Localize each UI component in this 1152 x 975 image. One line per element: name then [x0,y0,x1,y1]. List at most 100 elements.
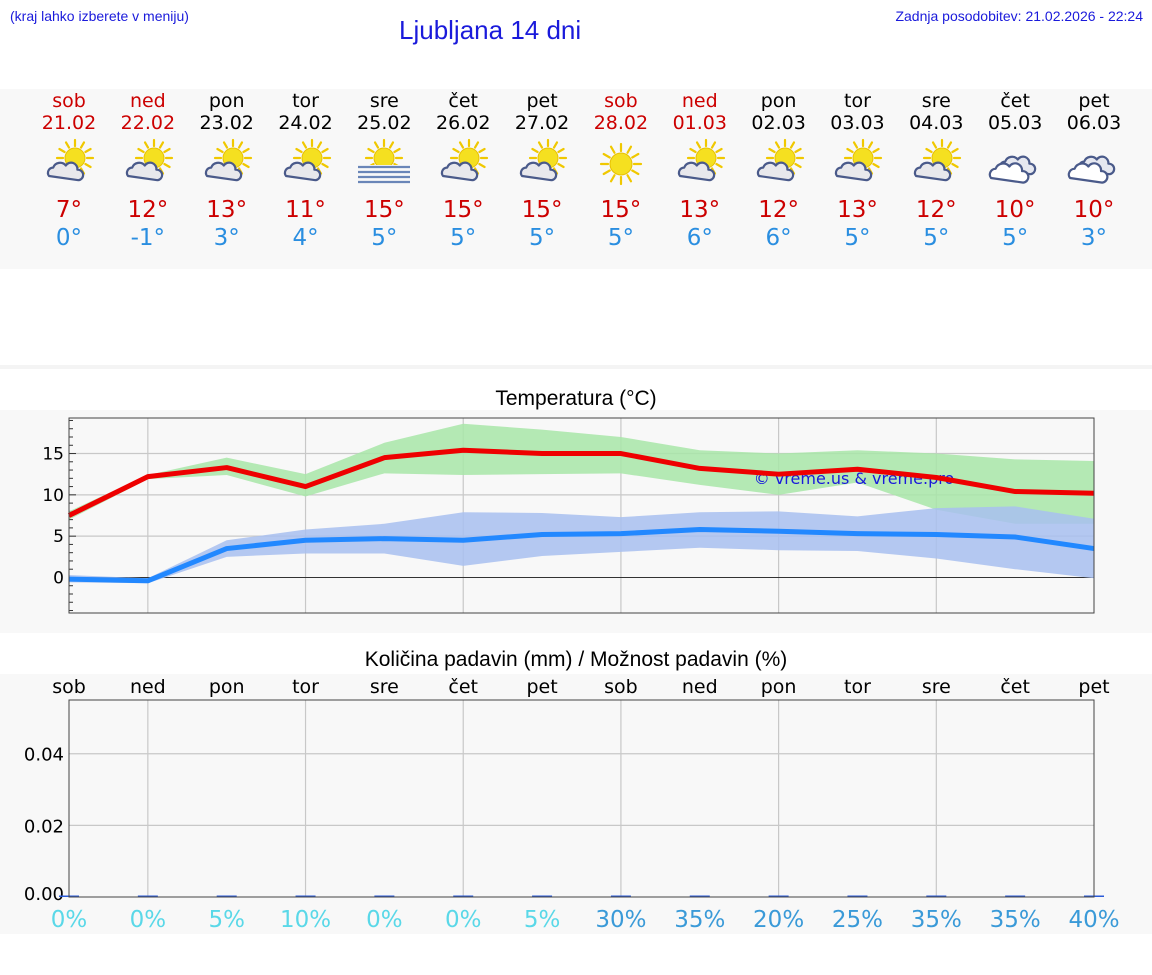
sun-icon [599,142,643,186]
min-temperature: 4° [292,225,319,251]
day-date: 22.02 [120,112,176,134]
min-temperature: 5° [450,225,477,251]
sun-cloud-icon [835,138,883,182]
day-name: sre [921,90,951,112]
day-date: 06.03 [1066,112,1122,134]
x-category-label: sob [604,676,638,698]
x-category-label: sob [52,676,86,698]
weather-icon [29,134,109,194]
plot-frame [68,417,1095,614]
min-temperature: 5° [607,225,634,251]
precip-probability: 35% [990,907,1041,933]
day-column: sob 28.02 15° 5° [581,89,661,252]
day-column: pet 27.02 15° 5° [502,89,582,252]
max-temperature: 12° [758,197,799,223]
max-temperature: 10° [994,197,1036,223]
precip-probability: 10% [280,907,331,933]
precip-bar [137,895,158,897]
precip-bar [216,895,237,897]
temperature-chart-title: Temperatura (°C) [495,387,657,410]
x-category-label: pon [761,676,797,698]
min-temperature: 5° [923,225,950,251]
min-temperature: 3° [1080,225,1108,251]
precip-bar [295,895,316,897]
weather-icon [739,134,819,194]
weather-icon [266,134,346,194]
divider [0,365,1152,369]
x-category-label: ned [682,676,718,698]
x-category-label: pon [209,676,245,698]
y-tick-label: 0 [53,568,64,588]
day-column: sre 25.02 15° 5° [344,89,424,252]
plot-area [69,700,1094,897]
last-updated-label: Zadnja posodobitev: [895,8,1022,24]
precip-probability: 40% [1068,907,1119,933]
day-name: ned [681,90,718,112]
sun-cloud-icon [441,138,489,182]
min-temp-range-band [69,506,1094,584]
last-updated-value: 21.02.2026 - 22:24 [1025,8,1143,24]
x-category-label: sre [370,676,399,698]
sun-cloud-icon [204,138,252,182]
min-temperature: 3° [213,225,240,251]
x-category-label: sre [922,676,951,698]
day-name: tor [844,90,871,112]
precip-bar [610,895,631,897]
precip-probability: 0% [51,907,88,933]
precip-bar [532,895,553,897]
sun-cloud-icon [677,138,725,182]
day-name: sob [604,90,638,112]
day-date: 25.02 [357,112,412,134]
weather-icon [1054,134,1134,194]
day-column: čet 26.02 15° 5° [423,89,503,252]
sun-cloud-icon [283,138,331,182]
x-category-label: pet [1078,676,1109,698]
weather-icon [660,134,740,194]
day-date: 23.02 [199,112,254,134]
max-temperature: 7° [55,197,83,223]
min-temp-line [68,527,1095,584]
weather-icon [817,134,897,194]
day-date: 02.03 [751,112,806,134]
sun-fog-icon [357,138,412,184]
precip-bar [374,895,395,897]
day-column: čet 05.03 10° 5° [975,89,1055,252]
day-date: 24.02 [278,112,333,134]
max-temperature: 13° [206,197,248,223]
y-tick-label: 5 [53,527,64,547]
sun-cloud-icon [756,138,804,182]
x-category-label: čet [448,676,478,698]
max-temperature: 15° [600,197,642,223]
precip-bar [926,895,947,897]
sun-cloud-icon [125,138,173,182]
x-category-label: tor [844,676,871,698]
precipitation-chart-title: Količina padavin (mm) / Možnost padavin … [364,648,788,671]
weather-icon [187,134,267,194]
location-menu-hint: (kraj lahko izberete v meniju) [10,8,189,24]
cloudy-icon [1067,155,1116,184]
min-temperature: 5° [844,225,871,251]
max-temperature: 13° [837,197,878,223]
plot-frame [68,699,1095,898]
day-date: 05.03 [987,112,1043,134]
day-date: 27.02 [514,112,570,134]
day-name: tor [292,90,319,112]
y-tick-label: 10 [42,486,64,506]
day-name: sob [52,90,86,112]
precip-probability: 25% [832,907,883,933]
day-column: ned 01.03 13° 6° [660,89,740,252]
max-temperature: 15° [442,197,484,223]
day-date: 04.03 [909,112,964,134]
x-category-label: ned [130,676,166,698]
day-name: čet [1000,90,1030,112]
last-updated: Zadnja posodobitev: 21.02.2026 - 22:24 [895,8,1143,24]
max-temperature: 11° [285,197,326,223]
weather-icon [108,134,188,194]
day-column: pet 06.03 10° 3° [1054,89,1134,252]
day-column: pon 23.02 13° 3° [187,89,267,252]
x-category-label: čet [1000,676,1030,698]
day-name: pon [760,90,797,112]
day-name: sre [369,90,399,112]
weather-icon [581,134,661,194]
day-date: 03.03 [830,112,885,134]
